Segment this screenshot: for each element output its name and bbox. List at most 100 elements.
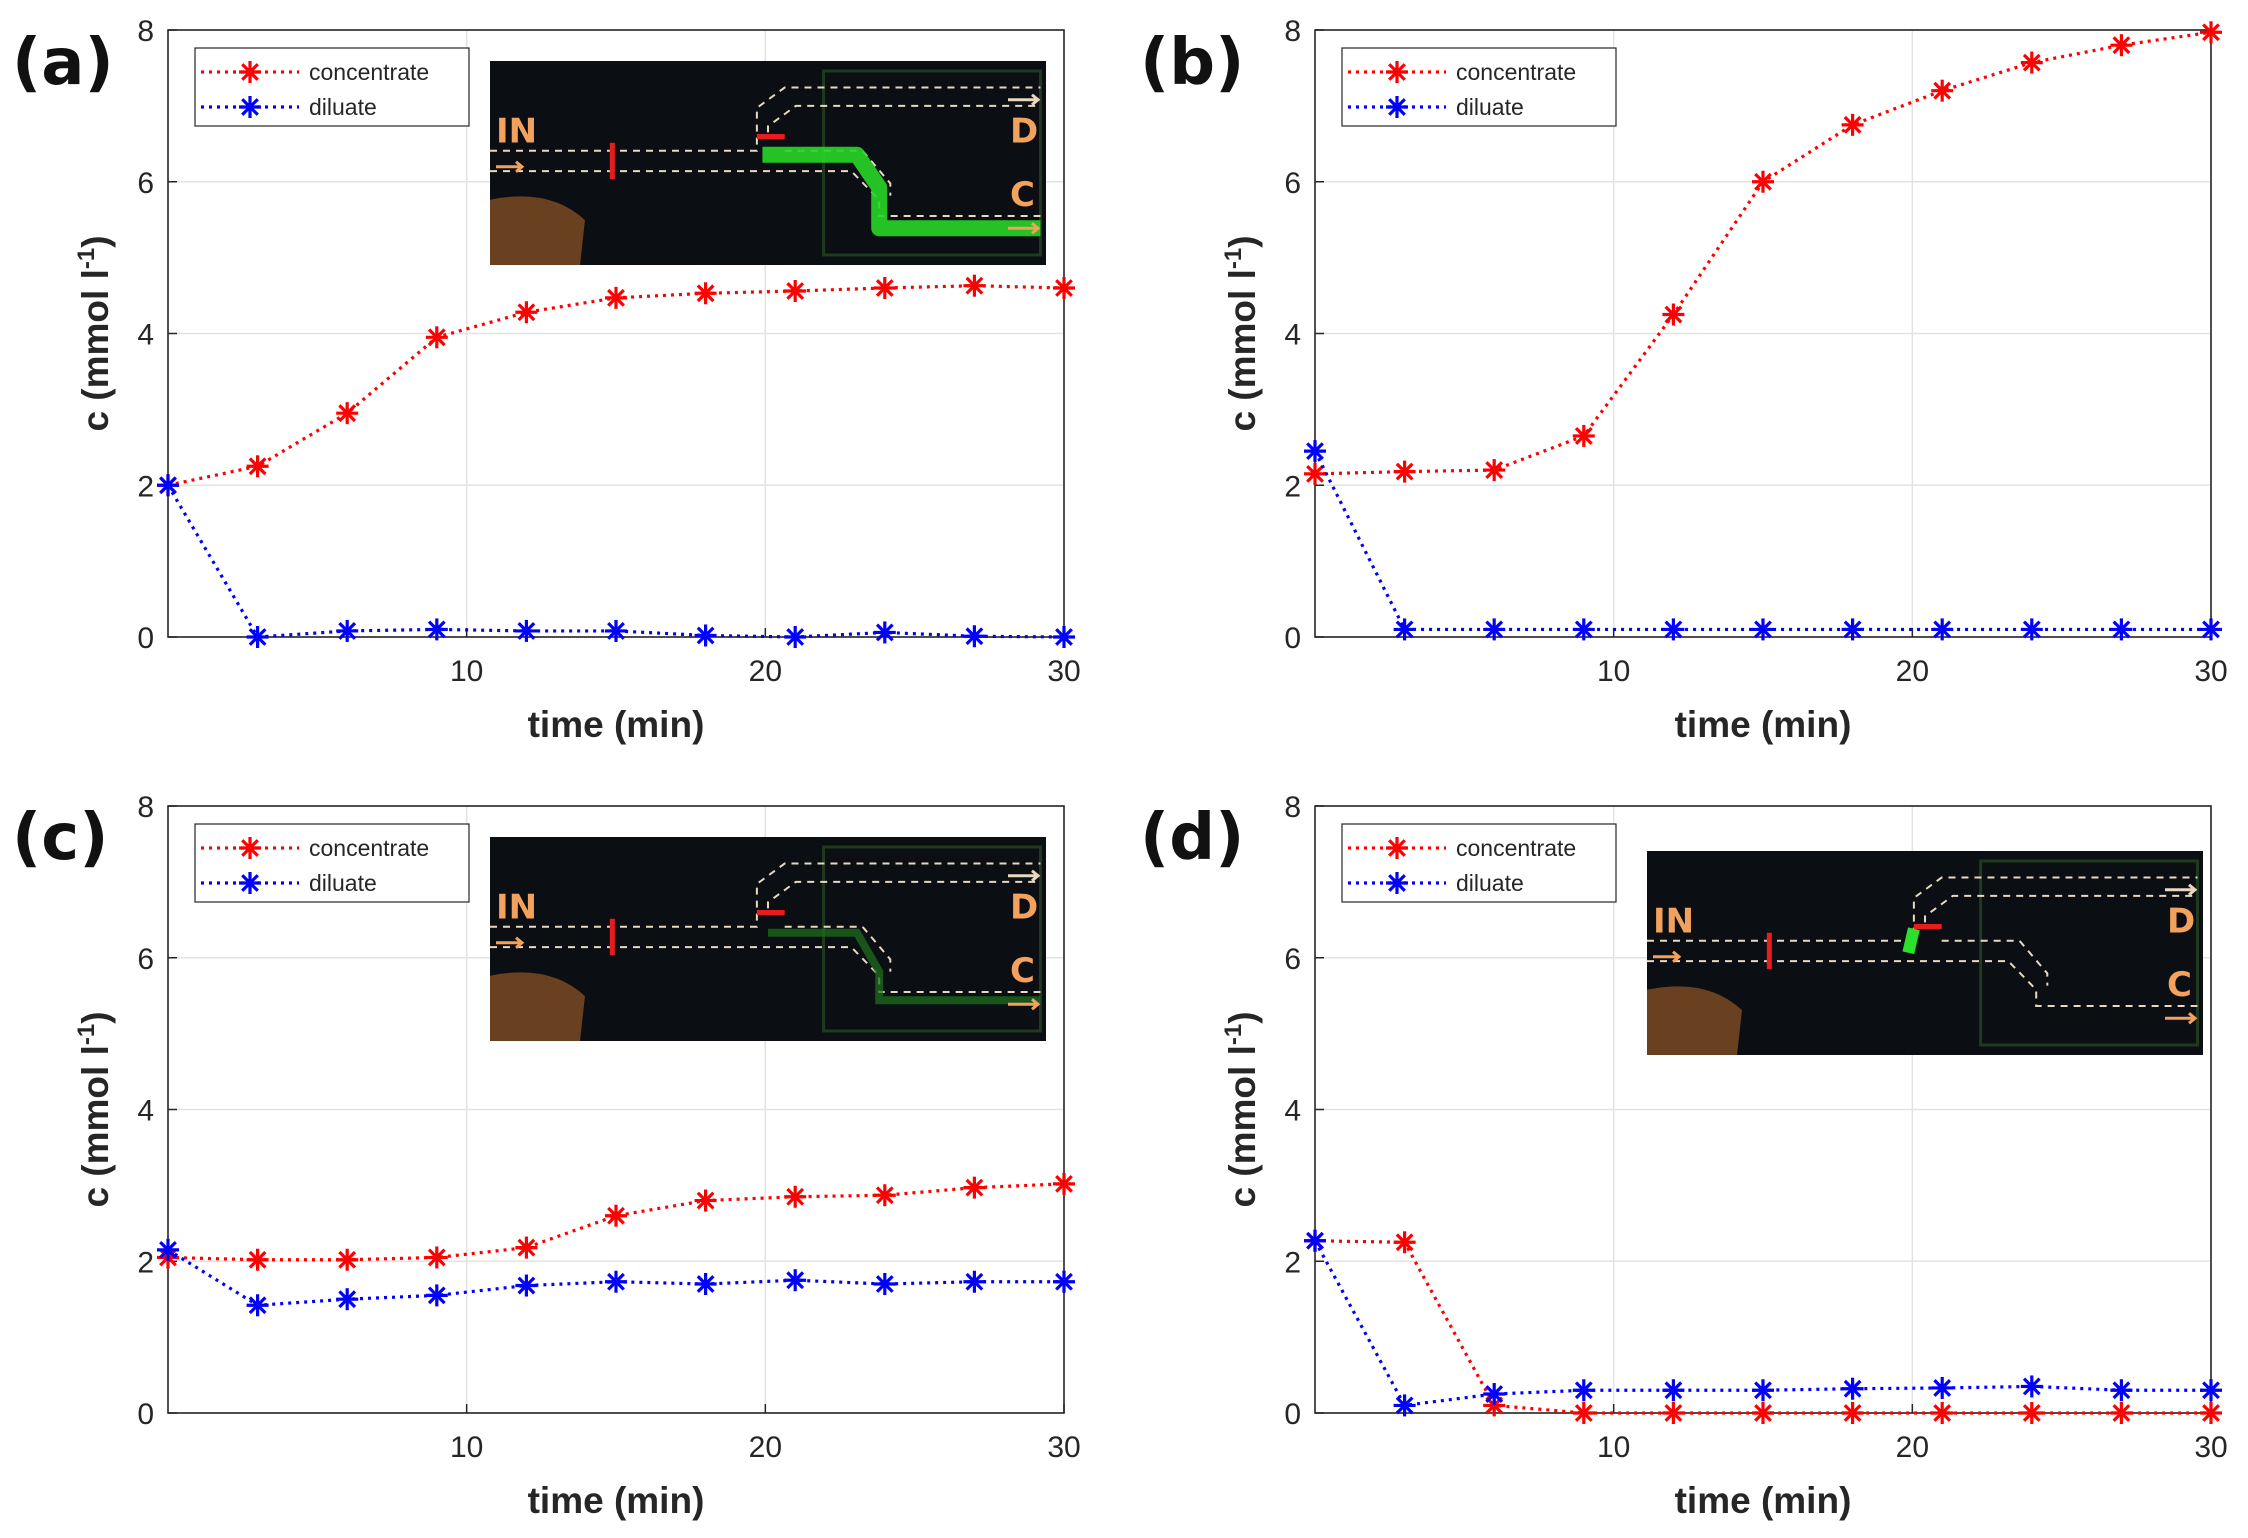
inset-label-in: IN [496, 888, 537, 928]
legend-marker-diluate [239, 96, 261, 118]
data-point-diluate [1572, 618, 1595, 641]
data-point-concentrate [1841, 1402, 1864, 1424]
data-point-concentrate [1304, 462, 1326, 485]
y-tick-label: 4 [1284, 319, 1301, 352]
arrow-right-icon [2165, 883, 2198, 896]
data-point-diluate [1393, 1394, 1416, 1417]
y-axis-label: c (mmol l-1) [73, 235, 116, 431]
data-point-diluate [246, 626, 269, 648]
data-point-diluate [157, 1238, 179, 1261]
inset-channel-upper [490, 862, 1041, 928]
data-point-diluate [784, 1269, 807, 1292]
data-point-diluate [873, 1273, 896, 1296]
data-point-concentrate [336, 1248, 359, 1271]
data-point-diluate [784, 626, 807, 648]
legend-label-concentrate: concentrate [1456, 59, 1576, 85]
y-axis-label: c (mmol l-1) [1220, 235, 1263, 431]
y-tick-label: 4 [137, 1095, 154, 1128]
inset-channel-d [767, 104, 1041, 133]
arrow-right-icon [1008, 869, 1041, 882]
arrow-right-icon [1008, 222, 1041, 235]
series-line-concentrate [167, 1182, 1065, 1262]
data-point-concentrate [425, 326, 448, 349]
inset-channel-c [490, 946, 1041, 994]
x-tick-label: 30 [2194, 655, 2227, 688]
data-point-concentrate [873, 276, 896, 299]
data-point-diluate [963, 625, 986, 648]
data-point-concentrate [515, 1236, 538, 1259]
x-tick-label: 10 [1597, 655, 1630, 688]
legend-label-concentrate: concentrate [309, 59, 429, 85]
y-tick-label: 6 [1284, 943, 1301, 976]
inset-channel-d [767, 880, 1041, 909]
legend-marker-concentrate [239, 61, 261, 83]
y-tick-label: 2 [1284, 1246, 1301, 1279]
x-axis-label: time (min) [528, 704, 705, 745]
legend-box [194, 823, 470, 903]
inset-label-d: D [1010, 112, 1038, 152]
legend-marker-diluate [1386, 96, 1408, 118]
x-tick-label: 20 [1896, 655, 1929, 688]
inset-fluorescence [1902, 927, 1920, 955]
data-point-concentrate [963, 274, 986, 297]
inset-fluorescence [762, 146, 1041, 237]
data-point-diluate [2200, 1379, 2222, 1402]
data-point-diluate [1662, 618, 1685, 641]
y-tick-label: 2 [137, 470, 154, 503]
x-tick-label: 20 [1896, 1431, 1929, 1464]
data-point-concentrate [963, 1176, 986, 1199]
data-point-diluate [605, 1270, 627, 1293]
data-point-diluate [2110, 618, 2133, 641]
data-point-diluate [1393, 618, 1416, 641]
y-tick-label: 8 [137, 791, 154, 824]
data-point-diluate [1304, 440, 1326, 463]
data-point-concentrate [1572, 1402, 1595, 1424]
inset-label-d: D [1010, 888, 1038, 928]
y-tick-label: 2 [1284, 470, 1301, 503]
data-point-diluate [1572, 1379, 1595, 1402]
data-point-diluate [605, 619, 627, 642]
inset-label-d: D [2167, 902, 2195, 942]
inset-debris [1647, 986, 1742, 1055]
data-point-diluate [157, 474, 179, 497]
data-point-diluate [1841, 618, 1864, 641]
legend-label-diluate: diluate [309, 94, 377, 120]
data-point-diluate [1931, 618, 1954, 641]
inset-label-in: IN [1653, 902, 1694, 942]
microscope-inset-image: IN DC [1647, 851, 2203, 1055]
panel-label: (c) [12, 801, 108, 875]
y-axis-label-close: ) [1222, 235, 1263, 247]
y-tick-label: 2 [137, 1246, 154, 1279]
x-tick-label: 10 [1597, 1431, 1630, 1464]
data-point-diluate [1841, 1377, 1864, 1400]
x-axis-label: time (min) [1675, 1480, 1852, 1521]
x-tick-label: 20 [749, 1431, 782, 1464]
y-axis-label-superscript: -1 [73, 248, 100, 269]
x-axis-label: time (min) [1675, 704, 1852, 745]
inset-channel-c [490, 170, 1041, 218]
arrow-right-icon [1008, 93, 1041, 106]
legend-marker-concentrate [1386, 61, 1408, 83]
arrow-right-icon [1653, 950, 1682, 963]
inset-label-in: IN [496, 112, 537, 152]
chart-svg-d: 10 20 30 0 2 4 6 8 time (min) c (mmol l-1) (d) IN DC… [1140, 791, 2228, 1521]
chart-panel-c: 10 20 30 0 2 4 6 8 time (min) c (mmol l-1) (c) IN D C… [0, 769, 1124, 1538]
y-tick-label: 6 [137, 167, 154, 200]
data-point-concentrate [2020, 51, 2043, 74]
inset-structure [1979, 859, 2199, 1047]
inset-debris [490, 972, 585, 1041]
legend-label-diluate: diluate [1456, 870, 1524, 896]
data-point-concentrate [2200, 21, 2222, 44]
x-tick-label: 10 [450, 655, 483, 688]
data-point-concentrate [1931, 79, 1954, 102]
data-point-concentrate [873, 1184, 896, 1207]
y-tick-label: 8 [137, 15, 154, 48]
data-point-concentrate [694, 1189, 717, 1212]
y-axis-label-superscript: -1 [73, 1024, 100, 1045]
data-point-concentrate [1752, 1402, 1774, 1424]
data-point-concentrate [605, 286, 627, 309]
legend-label-diluate: diluate [1456, 94, 1524, 120]
y-tick-label: 0 [137, 1398, 154, 1431]
legend-label-diluate: diluate [309, 870, 377, 896]
data-point-concentrate [246, 1248, 269, 1271]
